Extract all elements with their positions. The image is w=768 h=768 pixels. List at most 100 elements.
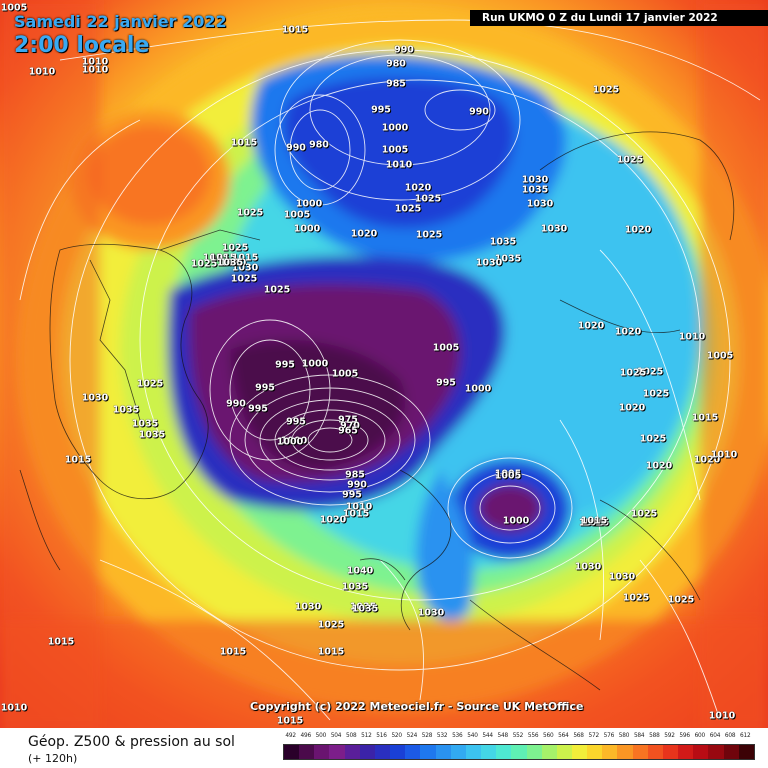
run-info: Run UKMO 0 Z du Lundi 17 janvier 2022 — [470, 10, 768, 26]
scale-swatch — [647, 745, 663, 759]
pressure-label: 1025 — [630, 508, 658, 520]
pressure-label: 1015 — [281, 24, 309, 36]
pressure-label: 1020 — [614, 326, 642, 338]
pressure-label: 1025 — [415, 229, 443, 241]
scale-swatch — [693, 745, 709, 759]
pressure-label: 1015 — [582, 517, 610, 529]
scale-swatch — [344, 745, 360, 759]
pressure-label: 1010 — [81, 56, 109, 68]
scale-label: 500 — [315, 733, 327, 739]
pressure-label: 980 — [386, 58, 406, 70]
scale-swatch — [541, 745, 557, 759]
pressure-label: 1000 — [502, 515, 530, 527]
isobar-lines — [19, 19, 761, 721]
pressure-label: 1010 — [81, 64, 109, 76]
pressure-label: 1030 — [540, 223, 568, 235]
pressure-label: 1020 — [624, 224, 652, 236]
copyright: Copyright (c) 2022 Meteociel.fr - Source… — [250, 700, 584, 713]
pressure-label: 1025 — [136, 378, 164, 390]
scale-swatch — [299, 745, 315, 759]
pressure-label: 1015 — [231, 252, 259, 264]
valid-local-time: 2:00 locale — [14, 33, 150, 58]
scale-swatch — [284, 745, 300, 759]
geopotential-field — [0, 0, 768, 728]
scale-labels: 492 496 500 504 508 512 516 520 524 528 532 536 540 5… — [283, 733, 753, 743]
pressure-label: 1035 — [494, 253, 522, 265]
weather-map — [0, 0, 768, 728]
pressure-label: 990 — [394, 44, 414, 56]
scale-swatch — [708, 745, 724, 759]
pressure-label: 1000 — [293, 223, 321, 235]
pressure-label: 1015 — [342, 508, 370, 520]
pressure-label: 1010 — [708, 710, 736, 722]
pressure-label: 1015 — [580, 515, 608, 527]
pressure-label: 1005 — [432, 342, 460, 354]
pressure-label: 1030 — [294, 601, 322, 613]
pressure-label: 1015 — [219, 646, 247, 658]
scale-label: 536 — [452, 733, 463, 739]
pressure-label: 1035 — [521, 184, 549, 196]
pressure-label: 1015 — [578, 517, 606, 529]
pressure-label: 1025 — [190, 258, 218, 270]
scale-label: 540 — [467, 733, 478, 739]
valid-date: Samedi 22 janvier 2022 — [14, 12, 227, 31]
scale-label: 492 — [285, 733, 296, 739]
scale-label: 592 — [664, 733, 675, 739]
pressure-label: 1025 — [592, 84, 620, 96]
pressure-label: 1025 — [616, 154, 644, 166]
pressure-label: 1015 — [209, 252, 237, 264]
pressure-label: 1025 — [236, 207, 264, 219]
pressure-label: 1030 — [417, 607, 445, 619]
pressure-label: 1005 — [494, 468, 522, 480]
scale-swatch — [738, 745, 754, 759]
pressure-label: 1015 — [317, 646, 345, 658]
coastlines — [19, 131, 735, 691]
pressure-label: 975 — [338, 414, 358, 426]
scale-label: 548 — [497, 733, 509, 739]
pressure-label: 1000 — [464, 383, 492, 395]
pressure-label: 1030 — [574, 561, 602, 573]
pressure-label: 995 — [342, 489, 362, 501]
pressure-label: 1025 — [230, 273, 258, 285]
pressure-label: 1020 — [693, 454, 721, 466]
pressure-label: 1010 — [710, 449, 738, 461]
pressure-label: 1035 — [131, 418, 159, 430]
scale-label: 588 — [649, 733, 660, 739]
pressure-label: 1025 — [619, 367, 647, 379]
pressure-label: 1015 — [64, 454, 92, 466]
pressure-label: 995 — [436, 377, 456, 389]
scale-label: 568 — [573, 733, 584, 739]
pressure-label: 1000 — [295, 198, 323, 210]
scale-swatch — [496, 745, 512, 759]
scale-label: 604 — [709, 733, 721, 739]
scale-label: 600 — [694, 733, 706, 739]
pressure-label: 1010 — [0, 702, 28, 714]
pressure-label: 1000 — [276, 436, 304, 448]
pressure-label: 990 — [347, 479, 367, 491]
pressure-label: 1025 — [221, 242, 249, 254]
pressure-label: 1030 — [81, 392, 109, 404]
pressure-label: 1005 — [381, 144, 409, 156]
scale-swatch — [465, 745, 482, 759]
scale-label: 496 — [300, 733, 312, 739]
scale-label: 608 — [724, 733, 736, 739]
scale-label: 560 — [543, 733, 554, 739]
pressure-label: 1005 — [0, 2, 28, 14]
scale-label: 508 — [345, 733, 357, 739]
pressure-label: 1030 — [526, 198, 554, 210]
pressure-label: 1040 — [346, 565, 374, 577]
pressure-label: 1010 — [345, 501, 373, 513]
pressure-label: 1025 — [642, 388, 670, 400]
pressure-label: 1030 — [521, 174, 549, 186]
scale-swatch — [587, 745, 603, 759]
pressure-label: 1030 — [475, 257, 503, 269]
pressure-label: 1025 — [667, 594, 695, 606]
pressure-label: 965 — [338, 425, 358, 437]
pressure-label: 1020 — [645, 460, 673, 472]
scale-label: 596 — [679, 733, 690, 739]
pressure-label: 1025 — [394, 203, 422, 215]
color-scale — [283, 744, 755, 760]
pressure-label: 1030 — [219, 257, 247, 269]
pressure-label: 990 — [286, 142, 306, 154]
pressure-label: 1000 — [381, 122, 409, 134]
